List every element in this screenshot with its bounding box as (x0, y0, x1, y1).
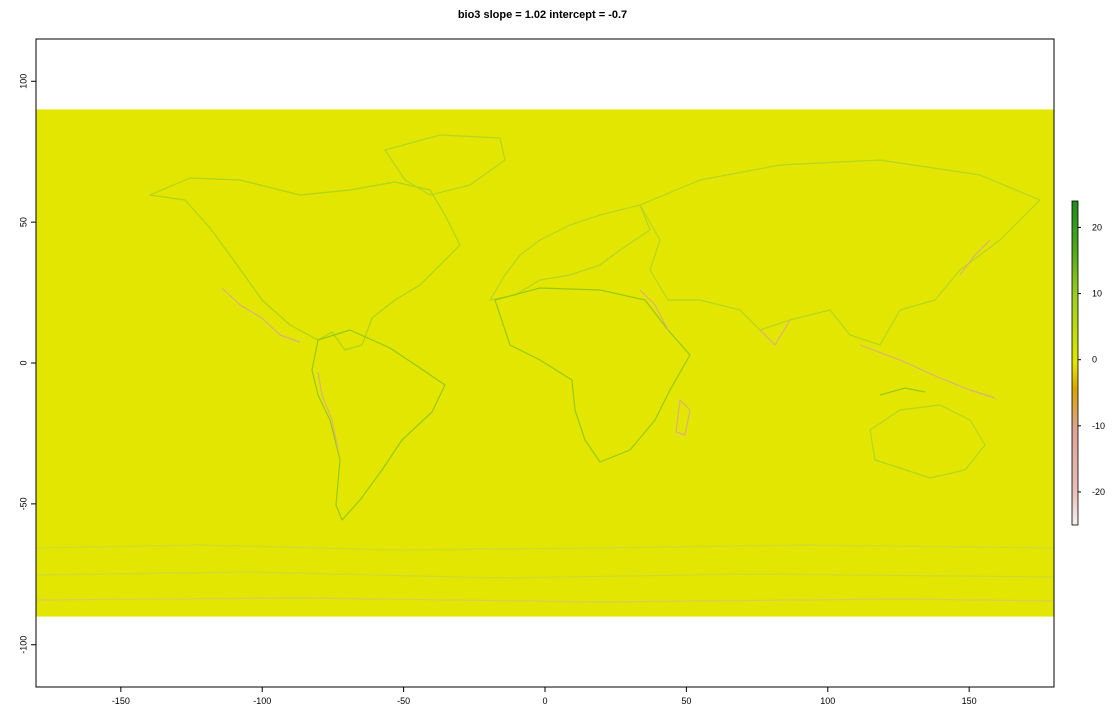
color-legend: 20 10 0 -10 -20 (1071, 200, 1105, 526)
legend-tick-label: 20 (1092, 222, 1102, 232)
y-tick-label: -100 (18, 636, 28, 654)
y-tick-label: 50 (18, 217, 28, 227)
x-tick-label: 150 (962, 696, 977, 706)
legend-tick-label: -10 (1092, 421, 1105, 431)
x-tick-label: -50 (397, 696, 410, 706)
legend-tick-label: -20 (1092, 487, 1105, 497)
legend-tick-label: 0 (1092, 355, 1097, 365)
legend-color-bar (1071, 200, 1079, 526)
x-axis: -150 -100 -50 0 50 100 150 (112, 687, 977, 706)
y-tick-label: 100 (18, 74, 28, 89)
plot-title: bio3 slope = 1.02 intercept = -0.7 (457, 9, 628, 21)
y-tick-label: 0 (18, 360, 28, 365)
x-tick-label: 50 (681, 696, 691, 706)
x-tick-label: -150 (112, 696, 130, 706)
x-tick-label: 100 (820, 696, 835, 706)
y-tick-label: -50 (18, 497, 28, 510)
legend-tick-label: 10 (1092, 289, 1102, 299)
x-tick-label: 0 (542, 696, 547, 706)
x-tick-label: -100 (253, 696, 271, 706)
y-axis: 100 50 0 -50 -100 (18, 74, 36, 654)
coastline-residuals (35, 134, 1055, 603)
